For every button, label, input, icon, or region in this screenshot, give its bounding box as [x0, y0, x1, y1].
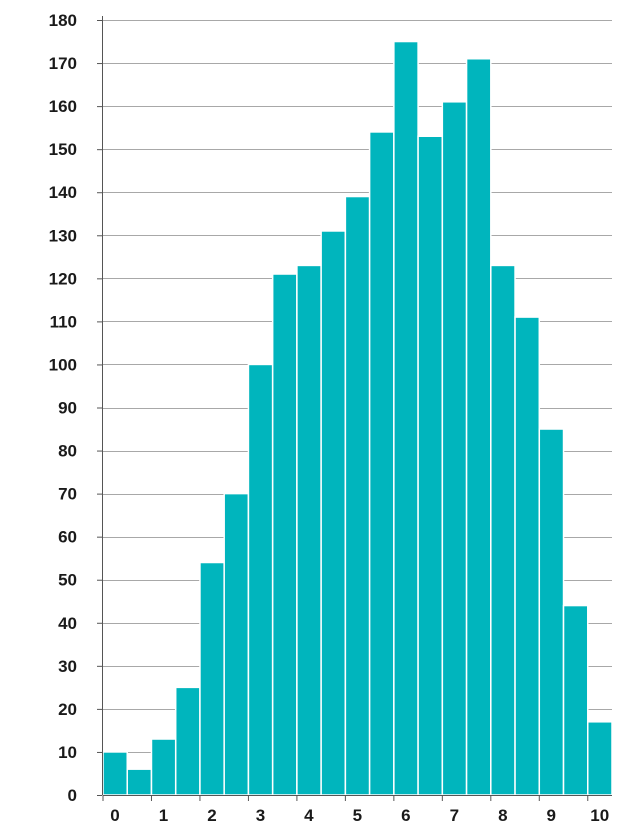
y-tick-label: 130 [49, 226, 77, 245]
y-tick-label: 70 [58, 485, 77, 504]
y-tick-label: 40 [58, 614, 77, 633]
x-tick-label: 3 [256, 806, 265, 825]
x-tick-label: 5 [353, 806, 362, 825]
axes [97, 16, 612, 801]
histogram-bar [271, 273, 298, 796]
y-tick-label: 180 [49, 11, 77, 30]
histogram-bar [368, 131, 395, 796]
x-tick-label: 6 [401, 806, 410, 825]
histogram-bar [126, 768, 153, 796]
histogram-bar [441, 101, 468, 796]
y-tick-label: 20 [58, 700, 77, 719]
y-tick-label: 10 [58, 743, 77, 762]
histogram-bar [150, 738, 177, 796]
y-tick-label: 100 [49, 355, 77, 374]
histogram-bar [102, 751, 128, 796]
x-tick-label: 9 [547, 806, 556, 825]
histogram-bar [199, 561, 225, 796]
y-tick-label: 170 [49, 54, 77, 73]
x-tick-label: 10 [590, 806, 609, 825]
histogram-bar [538, 428, 565, 796]
x-tick-label: 1 [159, 806, 168, 825]
histogram-bar [320, 230, 347, 796]
y-tick-labels: 0 10 20 30 40 50 60 70 80 90 100 110 120 130 140 150 160… [49, 11, 77, 805]
x-tick-labels: 0 1 2 3 4 5 6 7 8 9 10 [110, 806, 609, 825]
y-tick-label: 110 [50, 312, 77, 331]
x-tick-label: 4 [304, 806, 314, 825]
histogram-bar [223, 492, 250, 796]
histogram-bar [514, 316, 541, 796]
y-tick-label: 120 [49, 269, 77, 288]
histogram-bar [344, 195, 371, 796]
histogram-bar [247, 363, 274, 796]
y-tick-label: 140 [49, 183, 77, 202]
histogram-bars [102, 40, 613, 796]
histogram-bar [587, 721, 613, 796]
histogram-bar [562, 604, 589, 796]
y-tick-label: 80 [58, 442, 77, 461]
y-tick-label: 150 [49, 140, 77, 159]
histogram-bar [393, 40, 419, 796]
y-tick-label: 30 [58, 657, 77, 676]
x-tick-label: 2 [207, 806, 216, 825]
y-tick-label: 60 [58, 528, 77, 547]
y-tick-label: 160 [49, 97, 77, 116]
y-tick-label: 0 [68, 786, 77, 805]
histogram-bar [417, 135, 444, 796]
y-tick-label: 50 [58, 571, 77, 590]
x-tick-label: 0 [110, 806, 119, 825]
histogram-bar [490, 264, 516, 796]
histogram-bar [296, 264, 322, 796]
x-tick-label: 8 [498, 806, 507, 825]
y-tick-label: 90 [58, 399, 77, 418]
x-tick-label: 7 [450, 806, 459, 825]
histogram-bar [465, 58, 492, 796]
histogram-bar [174, 686, 201, 796]
